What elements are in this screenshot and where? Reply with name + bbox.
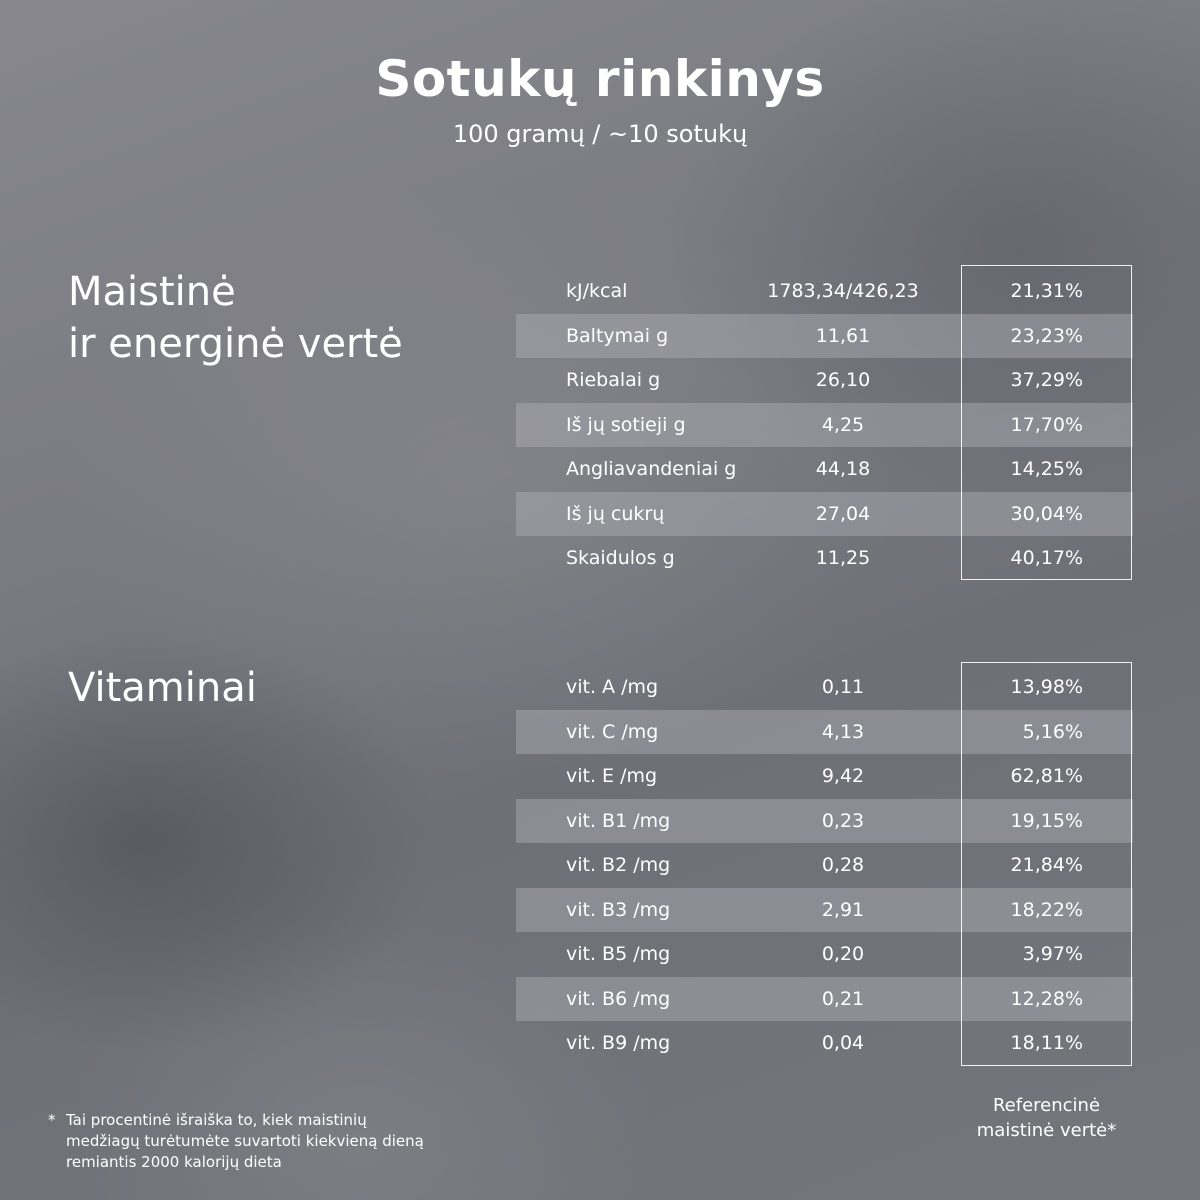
page-subtitle: 100 gramų / ~10 sotukų bbox=[452, 120, 748, 148]
vitamin-value: 0,04 bbox=[821, 1032, 865, 1054]
nutrient-value: 11,25 bbox=[815, 547, 871, 569]
nutrient-name: Riebalai g bbox=[566, 369, 661, 391]
table-row: Skaidulos g 11,25 40,17% bbox=[516, 536, 1133, 581]
vitamins-heading: Vitaminai bbox=[68, 662, 257, 714]
nutrient-name: Iš jų cukrų bbox=[566, 502, 665, 525]
nutrient-name: Skaidulos g bbox=[566, 547, 675, 569]
table-row: Baltymai g 11,61 23,23% bbox=[516, 313, 1133, 358]
page-title: Sotukų rinkinys bbox=[375, 50, 825, 108]
nutrient-value: 1783,34/426,23 bbox=[767, 280, 919, 302]
table-row: vit. B5 /mg 0,20 3,97% bbox=[516, 932, 1133, 977]
vitamin-percent: 18,11% bbox=[1010, 1032, 1083, 1054]
vitamin-value: 0,21 bbox=[821, 987, 865, 1010]
table-row: Iš jų cukrų 27,04 30,04% bbox=[516, 491, 1133, 536]
vitamin-percent: 19,15% bbox=[1010, 809, 1083, 832]
footnote-star: * bbox=[48, 1111, 56, 1129]
nutrient-percent: 17,70% bbox=[1010, 413, 1083, 436]
vitamin-percent: 5,16% bbox=[1022, 720, 1083, 743]
reference-value-label: Referencinė maistinė vertė* bbox=[940, 1093, 1153, 1143]
nutrient-value: 26,10 bbox=[815, 369, 871, 391]
vitamin-value: 0,20 bbox=[821, 943, 865, 965]
table-row: vit. B9 /mg 0,04 18,11% bbox=[516, 1021, 1133, 1066]
nutrient-name: Iš jų sotieji g bbox=[566, 413, 686, 436]
nutrition-table: kJ/kcal 1783,34/426,23 21,31% Baltymai g… bbox=[516, 269, 1133, 581]
vitamin-percent: 3,97% bbox=[1022, 943, 1083, 965]
vitamins-heading-text: Vitaminai bbox=[68, 665, 257, 711]
vitamin-name: vit. C /mg bbox=[566, 720, 659, 743]
vitamin-percent: 62,81% bbox=[1010, 765, 1083, 787]
vitamin-name: vit. B5 /mg bbox=[566, 943, 671, 965]
table-row: Iš jų sotieji g 4,25 17,70% bbox=[516, 402, 1133, 447]
nutrient-percent: 37,29% bbox=[1010, 369, 1083, 391]
nutrient-percent: 14,25% bbox=[1010, 458, 1083, 480]
table-row: vit. C /mg 4,13 5,16% bbox=[516, 709, 1133, 754]
nutrient-percent: 23,23% bbox=[1010, 324, 1083, 347]
reference-label-line1: Referencinė bbox=[992, 1095, 1101, 1116]
vitamin-value: 0,28 bbox=[821, 854, 865, 876]
nutrient-name: Angliavandeniai g bbox=[566, 458, 737, 480]
vitamin-name: vit. B2 /mg bbox=[566, 854, 671, 876]
vitamin-percent: 21,84% bbox=[1010, 854, 1083, 876]
vitamin-percent: 18,22% bbox=[1010, 898, 1083, 921]
vitamin-value: 0,11 bbox=[821, 676, 865, 698]
vitamin-name: vit. B1 /mg bbox=[566, 809, 671, 832]
vitamin-value: 0,23 bbox=[821, 809, 865, 832]
vitamin-percent: 13,98% bbox=[1010, 676, 1083, 698]
vitamin-name: vit. A /mg bbox=[566, 676, 659, 698]
nutrient-value: 4,25 bbox=[821, 413, 865, 436]
vitamin-value: 2,91 bbox=[821, 898, 865, 921]
nutrient-name: Baltymai g bbox=[566, 324, 669, 347]
nutrient-percent: 40,17% bbox=[1010, 547, 1083, 569]
table-row: vit. A /mg 0,11 13,98% bbox=[516, 665, 1133, 710]
vitamin-name: vit. B6 /mg bbox=[566, 987, 671, 1010]
nutrient-value: 11,61 bbox=[815, 324, 871, 347]
nutrient-name: kJ/kcal bbox=[566, 280, 628, 302]
vitamin-value: 9,42 bbox=[821, 765, 865, 787]
table-row: vit. B3 /mg 2,91 18,22% bbox=[516, 887, 1133, 932]
nutrition-heading-line2: ir energinė vertė bbox=[68, 321, 403, 367]
nutrient-percent: 30,04% bbox=[1010, 502, 1083, 525]
nutrition-heading-line1: Maistinė bbox=[68, 269, 236, 315]
table-row: Riebalai g 26,10 37,29% bbox=[516, 358, 1133, 403]
table-row: vit. E /mg 9,42 62,81% bbox=[516, 754, 1133, 799]
vitamin-name: vit. B9 /mg bbox=[566, 1032, 671, 1054]
vitamin-name: vit. B3 /mg bbox=[566, 898, 671, 921]
nutrition-heading: Maistinė ir energinė vertė bbox=[68, 266, 403, 370]
vitamins-table: vit. A /mg 0,11 13,98% vit. C /mg 4,13 5… bbox=[516, 665, 1133, 1066]
table-row: vit. B2 /mg 0,28 21,84% bbox=[516, 843, 1133, 888]
nutrient-value: 27,04 bbox=[815, 502, 871, 525]
table-row: vit. B1 /mg 0,23 19,15% bbox=[516, 798, 1133, 843]
vitamin-value: 4,13 bbox=[821, 720, 865, 743]
table-row: Angliavandeniai g 44,18 14,25% bbox=[516, 447, 1133, 492]
vitamin-name: vit. E /mg bbox=[566, 765, 658, 787]
reference-label-line2: maistinė vertė* bbox=[976, 1120, 1117, 1141]
table-row: kJ/kcal 1783,34/426,23 21,31% bbox=[516, 269, 1133, 314]
nutrient-value: 44,18 bbox=[815, 458, 871, 480]
vitamin-percent: 12,28% bbox=[1010, 987, 1083, 1010]
footnote: * Tai procentinė išraiška to, kiek maist… bbox=[48, 1110, 428, 1173]
footnote-text: Tai procentinė išraiška to, kiek maistin… bbox=[66, 1111, 424, 1171]
nutrient-percent: 21,31% bbox=[1010, 280, 1083, 302]
table-row: vit. B6 /mg 0,21 12,28% bbox=[516, 976, 1133, 1021]
